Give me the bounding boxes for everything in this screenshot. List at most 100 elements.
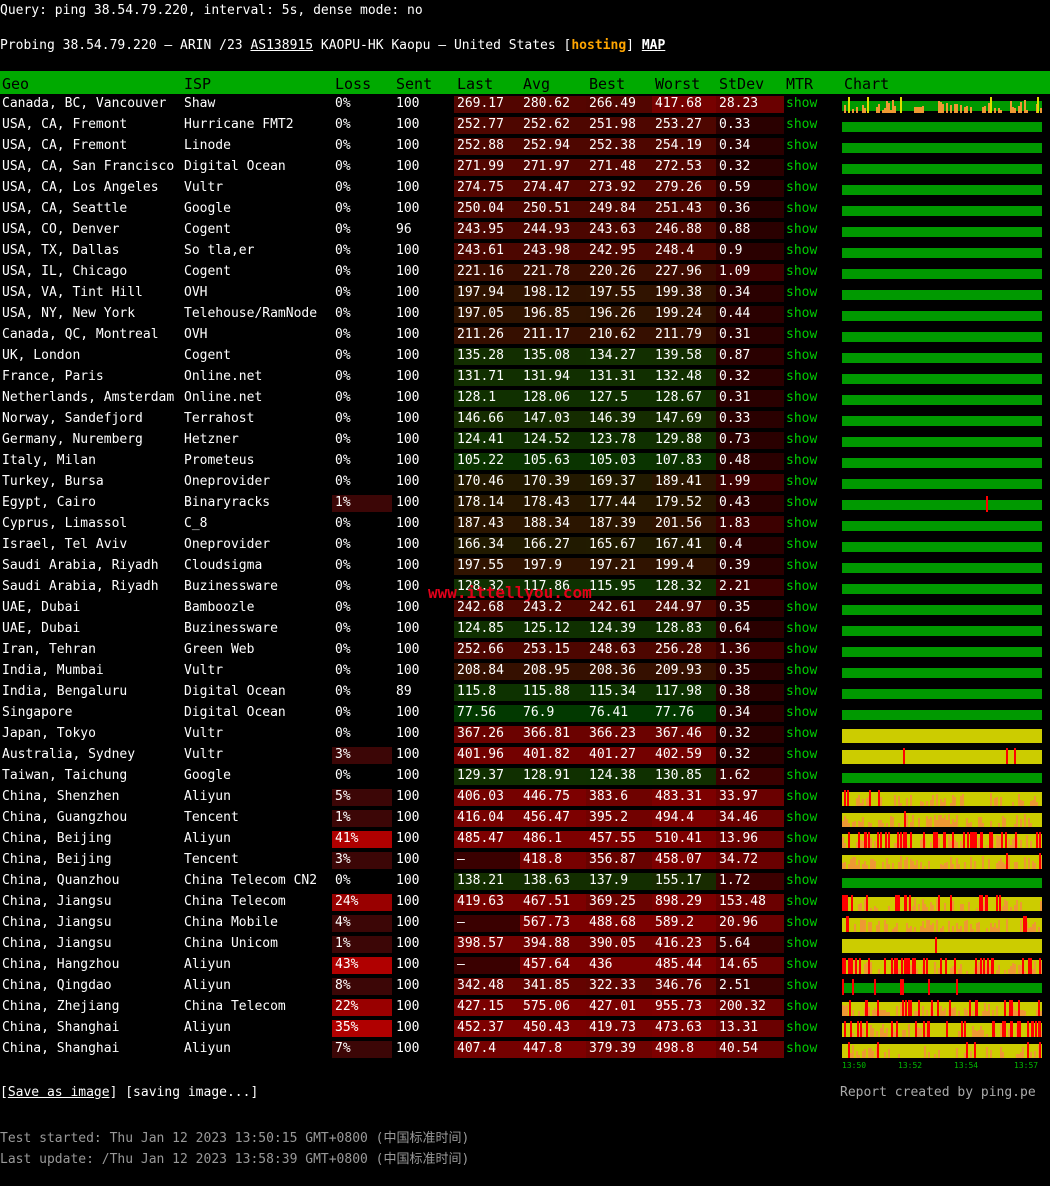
- mtr-show-link[interactable]: show: [786, 873, 818, 888]
- mtr-show-link[interactable]: show: [786, 852, 818, 867]
- best-cell: 390.05: [586, 936, 652, 953]
- sent-cell: 100: [396, 369, 420, 384]
- isp-cell: Telehouse/RamNode: [184, 306, 318, 321]
- best-cell: 197.21: [586, 558, 652, 575]
- chart-loss-bar: [996, 895, 998, 911]
- mtr-show-link[interactable]: show: [786, 96, 818, 111]
- save-as-image-link[interactable]: Save as image: [7, 1085, 110, 1100]
- mtr-show-link[interactable]: show: [786, 411, 818, 426]
- mtr-show-link[interactable]: show: [786, 159, 818, 174]
- chart-jitter-bar: [860, 903, 862, 911]
- stdev-cell: 0.32: [716, 747, 784, 764]
- loss-cell: 0%: [335, 96, 351, 111]
- mtr-show-link[interactable]: show: [786, 117, 818, 132]
- table-row: France, Paris Online.net 0% 100 131.71 131.94…: [0, 367, 1050, 388]
- mtr-show-link[interactable]: show: [786, 1020, 818, 1035]
- table-row: USA, CA, Fremont Linode 0% 100 252.88 252.94 2…: [0, 136, 1050, 157]
- chart-jitter-bar: [858, 795, 860, 806]
- latency-chart: [842, 538, 1044, 554]
- mtr-show-link[interactable]: show: [786, 915, 818, 930]
- avg-cell: 243.2: [520, 600, 586, 617]
- chart-jitter-bar: [870, 922, 872, 932]
- sent-cell: 100: [396, 96, 420, 111]
- chart-jitter-bar: [856, 1051, 858, 1058]
- mtr-show-link[interactable]: show: [786, 285, 818, 300]
- isp-cell: China Mobile: [184, 915, 278, 930]
- chart-jitter-bar: [966, 818, 968, 827]
- mtr-show-link[interactable]: show: [786, 432, 818, 447]
- mtr-show-link[interactable]: show: [786, 894, 818, 909]
- chart-jitter-bar: [908, 1024, 910, 1037]
- chart-jitter-bar: [1008, 856, 1010, 869]
- chart-jitter-bar: [964, 921, 966, 932]
- mtr-show-link[interactable]: show: [786, 348, 818, 363]
- mtr-show-link[interactable]: show: [786, 537, 818, 552]
- loss-cell: 0%: [335, 453, 351, 468]
- mtr-show-link[interactable]: show: [786, 642, 818, 657]
- loss-cell: 5%: [332, 789, 392, 806]
- chart-jitter-bar: [928, 920, 930, 932]
- chart-jitter-bar: [888, 1012, 890, 1016]
- chart-loss-bar: [969, 1000, 971, 1016]
- mtr-show-link[interactable]: show: [786, 600, 818, 615]
- mtr-show-link[interactable]: show: [786, 621, 818, 636]
- isp-cell: Aliyun: [184, 1020, 231, 1035]
- mtr-show-link[interactable]: show: [786, 180, 818, 195]
- mtr-show-link[interactable]: show: [786, 516, 818, 531]
- chart-jitter-bar: [858, 821, 860, 827]
- mtr-show-link[interactable]: show: [786, 579, 818, 594]
- mtr-show-link[interactable]: show: [786, 453, 818, 468]
- chart-jitter-bar: [922, 802, 924, 806]
- mtr-show-link[interactable]: show: [786, 663, 818, 678]
- loss-cell: 0%: [335, 138, 351, 153]
- chart-jitter-bar: [894, 843, 896, 848]
- sent-cell: 100: [396, 789, 420, 804]
- mtr-show-link[interactable]: show: [786, 705, 818, 720]
- avg-cell: 575.06: [520, 999, 586, 1016]
- mtr-show-link[interactable]: show: [786, 327, 818, 342]
- chart-loss-bar: [912, 958, 914, 974]
- mtr-show-link[interactable]: show: [786, 999, 818, 1014]
- chart-loss-bar: [902, 1000, 904, 1016]
- chart-jitter-bar: [848, 864, 850, 869]
- mtr-show-link[interactable]: show: [786, 369, 818, 384]
- mtr-show-link[interactable]: show: [786, 201, 818, 216]
- chart-jitter-bar: [938, 101, 940, 113]
- mtr-show-link[interactable]: show: [786, 243, 818, 258]
- table-row: Iran, Tehran Green Web 0% 100 252.66 253.15 24…: [0, 640, 1050, 661]
- mtr-show-link[interactable]: show: [786, 684, 818, 699]
- chart-loss-bar: [852, 979, 854, 995]
- mtr-show-link[interactable]: show: [786, 957, 818, 972]
- mtr-show-link[interactable]: show: [786, 1041, 818, 1056]
- mtr-show-link[interactable]: show: [786, 726, 818, 741]
- mtr-show-link[interactable]: show: [786, 306, 818, 321]
- mtr-show-link[interactable]: show: [786, 138, 818, 153]
- asn-link[interactable]: AS138915: [250, 38, 314, 53]
- mtr-show-link[interactable]: show: [786, 474, 818, 489]
- geo-cell: USA, CA, Fremont: [2, 117, 128, 132]
- mtr-show-link[interactable]: show: [786, 390, 818, 405]
- mtr-show-link[interactable]: show: [786, 936, 818, 951]
- mtr-show-link[interactable]: show: [786, 558, 818, 573]
- mtr-show-link[interactable]: show: [786, 768, 818, 783]
- chart-jitter-bar: [1000, 110, 1002, 113]
- mtr-show-link[interactable]: show: [786, 978, 818, 993]
- isp-cell: Terrahost: [184, 411, 255, 426]
- loss-cell: 0%: [335, 117, 351, 132]
- chart-loss-bar: [866, 1000, 868, 1016]
- mtr-show-link[interactable]: show: [786, 264, 818, 279]
- mtr-show-link[interactable]: show: [786, 789, 818, 804]
- best-cell: 251.98: [586, 117, 652, 134]
- chart-loss-bar: [842, 895, 844, 911]
- isp-cell: Vultr: [184, 663, 224, 678]
- stdev-cell: 1.36: [716, 642, 784, 659]
- best-cell: 115.34: [586, 684, 652, 701]
- mtr-show-link[interactable]: show: [786, 222, 818, 237]
- mtr-show-link[interactable]: show: [786, 747, 818, 762]
- mtr-show-link[interactable]: show: [786, 810, 818, 825]
- mtr-show-link[interactable]: show: [786, 831, 818, 846]
- chart-loss-bar: [1014, 748, 1016, 764]
- mtr-show-link[interactable]: show: [786, 495, 818, 510]
- worst-cell: 589.2: [652, 915, 718, 932]
- map-link[interactable]: MAP: [641, 38, 666, 53]
